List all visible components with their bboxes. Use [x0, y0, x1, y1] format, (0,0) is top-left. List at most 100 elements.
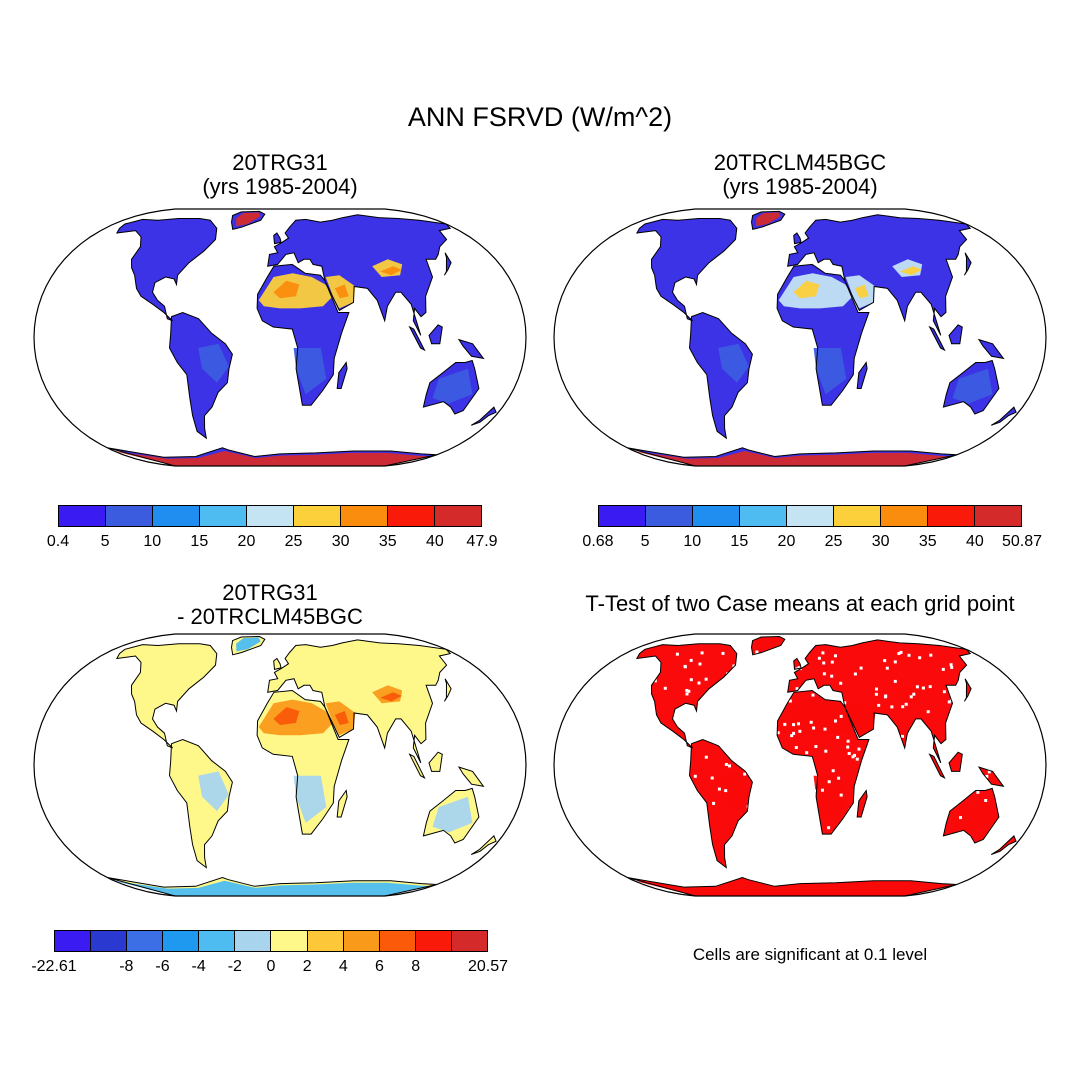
insignificant-cell: [958, 719, 962, 723]
insignificant-cell: [912, 692, 916, 696]
insignificant-cell: [926, 710, 930, 714]
insignificant-cell: [860, 786, 864, 790]
insignificant-cell: [731, 715, 735, 719]
land-japan: [964, 678, 972, 702]
insignificant-cell: [964, 783, 968, 787]
field-hot: [793, 707, 820, 725]
insignificant-cell: [792, 790, 796, 793]
insignificant-cell: [667, 787, 671, 791]
insignificant-cell: [874, 692, 878, 696]
land-sumatra: [929, 754, 945, 778]
insignificant-cell: [859, 666, 863, 670]
insignificant-cell: [658, 804, 662, 808]
insignificant-cell: [800, 786, 804, 789]
insignificant-cell: [899, 771, 903, 775]
insignificant-cell: [909, 820, 912, 824]
colorbar-label: -22.61: [31, 958, 77, 975]
insignificant-cell: [641, 751, 645, 755]
field-ice: [756, 637, 781, 652]
insignificant-cell: [883, 659, 887, 663]
insignificant-cell: [669, 756, 673, 760]
insignificant-cell: [795, 818, 798, 822]
colorbar-swatch: [199, 931, 236, 951]
field-ice: [236, 212, 261, 227]
coastline-australia: [422, 359, 480, 415]
field-hot: [334, 711, 349, 725]
colorbar-label: 47.9: [466, 533, 498, 550]
insignificant-cell: [693, 774, 697, 778]
insignificant-cell: [847, 752, 851, 755]
coastline-uk: [273, 657, 282, 671]
insignificant-cell: [846, 745, 850, 749]
panel-case2-colorbar-labels: 0.68 5 10 15 20 25 30 35 40 50.87: [582, 533, 1042, 553]
insignificant-cell: [625, 735, 628, 739]
insignificant-cell: [890, 705, 894, 709]
insignificant-cell: [672, 770, 676, 774]
insignificant-cell: [753, 661, 757, 665]
insignificant-cell: [663, 743, 666, 746]
colorbar-label: 2: [302, 958, 312, 975]
insignificant-cell: [874, 733, 878, 737]
coastline-madagascar: [856, 789, 868, 818]
insignificant-cell: [775, 659, 779, 663]
land-newguinea: [979, 339, 1004, 359]
insignificant-cell: [875, 687, 878, 691]
coastline-madagascar: [336, 361, 348, 389]
field-hot: [273, 280, 300, 299]
insignificant-cell: [798, 729, 802, 733]
colorbar-swatch: [975, 506, 1021, 526]
insignificant-cell: [737, 656, 741, 660]
insignificant-cell: [696, 835, 700, 839]
insignificant-cell: [642, 831, 646, 835]
insignificant-cell: [697, 681, 701, 685]
insignificant-cell: [857, 747, 861, 751]
coastline-uk: [793, 232, 802, 245]
coastline-namerica: [116, 643, 218, 749]
insignificant-cell: [824, 749, 828, 753]
insignificant-cell: [839, 793, 843, 797]
coastline-sumatra: [928, 325, 946, 352]
coastline-samerica: [168, 738, 233, 869]
coastline-namerica: [635, 218, 738, 322]
coastline-australia: [422, 787, 480, 844]
insignificant-cell: [839, 681, 843, 685]
coastline-nz: [470, 406, 497, 426]
insignificant-cell: [911, 794, 915, 798]
insignificant-cell: [656, 774, 660, 778]
insignificant-cell: [669, 770, 673, 774]
insignificant-cell: [830, 674, 834, 678]
insignificant-cell: [953, 751, 957, 755]
insignificant-cell: [864, 755, 868, 759]
insignificant-cell: [625, 762, 628, 766]
insignificant-cell: [656, 764, 660, 768]
colorbar-swatch: [106, 506, 153, 526]
panel-ttest-title: T-Test of two Case means at each grid po…: [585, 591, 1015, 616]
insignificant-cell: [987, 770, 991, 774]
insignificant-cell: [712, 719, 716, 723]
colorbar-label: 0: [266, 958, 276, 975]
insignificant-cell: [821, 788, 824, 792]
land-borneo: [949, 752, 963, 772]
colorbar-swatch: [91, 931, 128, 951]
insignificant-cell: [877, 805, 881, 809]
insignificant-cell: [676, 791, 679, 795]
field-hot: [380, 692, 402, 702]
coastline-antarctica: [626, 876, 957, 896]
land-namerica: [636, 218, 737, 321]
field-hot: [273, 707, 300, 725]
insignificant-cell: [949, 663, 953, 667]
insignificant-cell: [687, 689, 691, 693]
land-newguinea: [459, 767, 484, 787]
insignificant-cell: [794, 746, 798, 749]
land-uk: [273, 233, 282, 244]
insignificant-cell: [720, 738, 724, 742]
field-hot: [793, 280, 820, 299]
land-uk: [273, 658, 282, 670]
field-ice: [756, 212, 781, 227]
insignificant-cell: [685, 692, 689, 696]
colorbar-label: -4: [191, 958, 206, 975]
colorbar-label: 6: [375, 958, 384, 975]
insignificant-cell: [757, 707, 761, 711]
insignificant-cell: [968, 835, 972, 839]
colorbar-label: 10: [683, 533, 702, 550]
